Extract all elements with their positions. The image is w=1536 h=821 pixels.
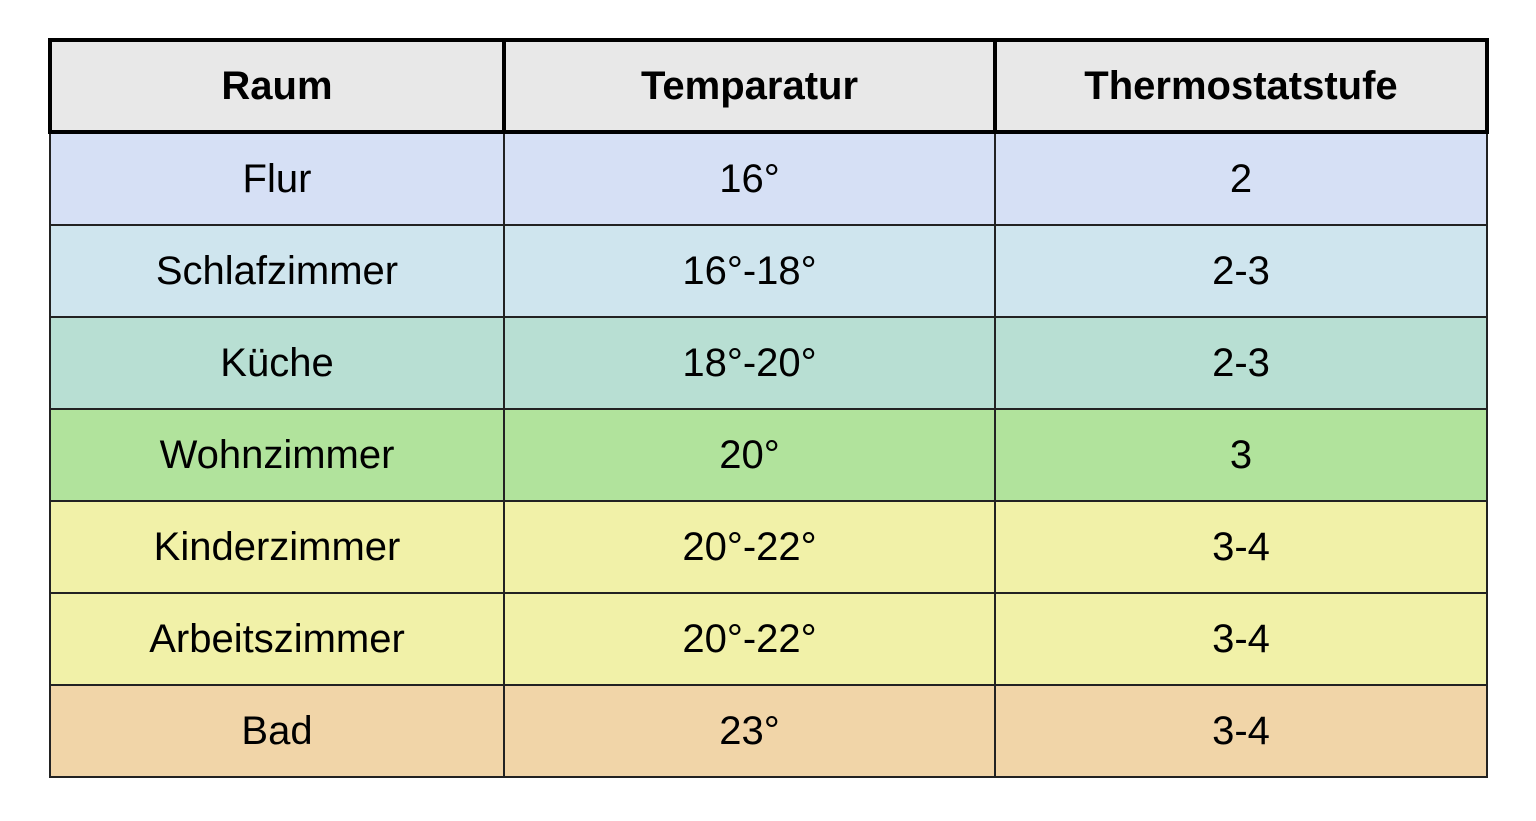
cell-stufe: 2 xyxy=(994,131,1488,226)
cell-raum: Flur xyxy=(49,131,505,226)
cell-temperatur: 23° xyxy=(503,684,996,778)
header-temperatur: Temparatur xyxy=(502,38,997,134)
table-row: Bad 23° 3-4 xyxy=(49,684,1488,778)
cell-temperatur: 18°-20° xyxy=(503,316,996,410)
cell-stufe: 2-3 xyxy=(994,224,1488,318)
cell-stufe: 2-3 xyxy=(994,316,1488,410)
cell-stufe: 3-4 xyxy=(994,684,1488,778)
cell-stufe: 3-4 xyxy=(994,500,1488,594)
table-row: Küche 18°-20° 2-3 xyxy=(49,316,1488,410)
cell-raum: Wohnzimmer xyxy=(49,408,505,502)
table-row: Kinderzimmer 20°-22° 3-4 xyxy=(49,500,1488,594)
cell-temperatur: 20°-22° xyxy=(503,500,996,594)
table-row: Schlafzimmer 16°-18° 2-3 xyxy=(49,224,1488,318)
cell-raum: Kinderzimmer xyxy=(49,500,505,594)
cell-stufe: 3 xyxy=(994,408,1488,502)
table-row: Wohnzimmer 20° 3 xyxy=(49,408,1488,502)
cell-raum: Bad xyxy=(49,684,505,778)
thermostat-table: Raum Temparatur Thermostatstufe Flur 16°… xyxy=(48,38,1489,778)
cell-temperatur: 16° xyxy=(503,131,996,226)
cell-raum: Küche xyxy=(49,316,505,410)
table-header-row: Raum Temparatur Thermostatstufe xyxy=(48,38,1489,134)
table-row: Arbeitszimmer 20°-22° 3-4 xyxy=(49,592,1488,686)
header-thermostatstufe: Thermostatstufe xyxy=(993,38,1489,134)
table-row: Flur 16° 2 xyxy=(49,131,1488,226)
cell-temperatur: 20° xyxy=(503,408,996,502)
cell-raum: Schlafzimmer xyxy=(49,224,505,318)
header-raum: Raum xyxy=(48,38,506,134)
cell-temperatur: 16°-18° xyxy=(503,224,996,318)
cell-temperatur: 20°-22° xyxy=(503,592,996,686)
cell-raum: Arbeitszimmer xyxy=(49,592,505,686)
cell-stufe: 3-4 xyxy=(994,592,1488,686)
